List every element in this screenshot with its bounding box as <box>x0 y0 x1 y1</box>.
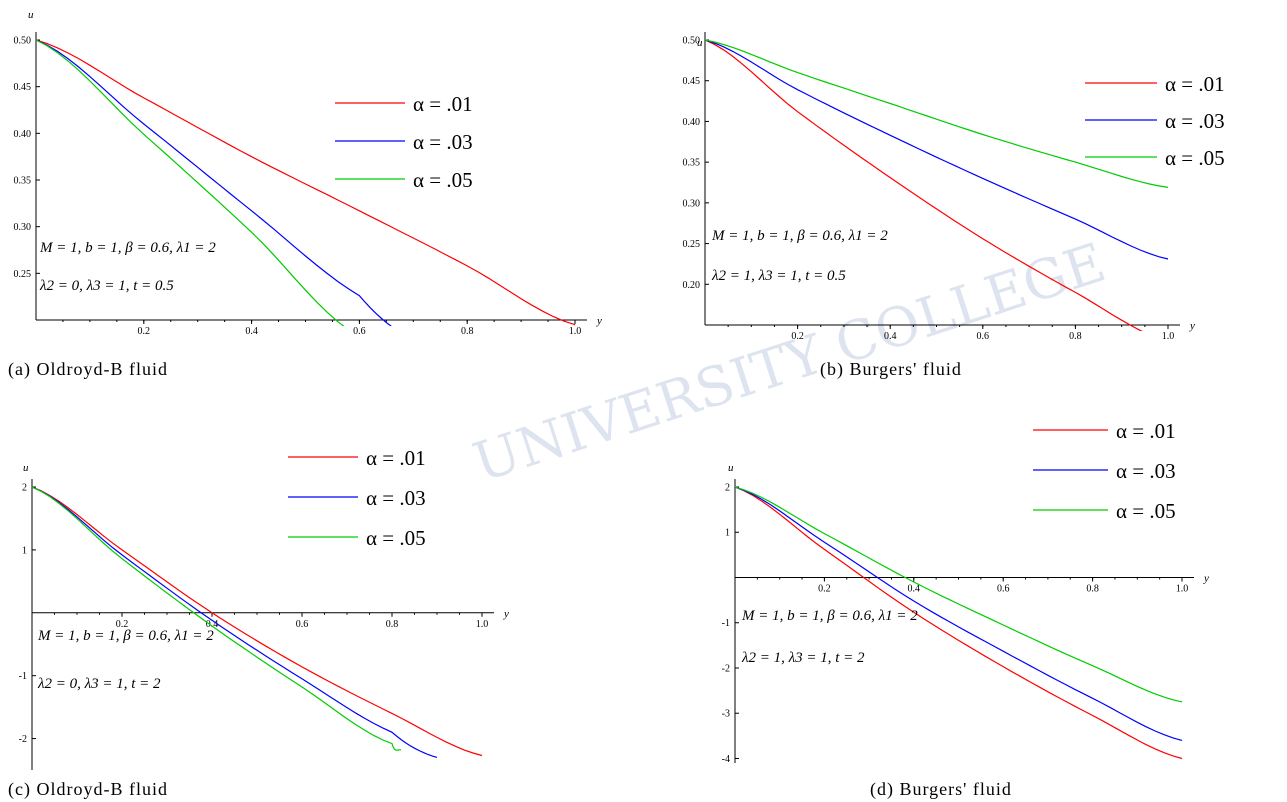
y-axis-label: u <box>23 462 29 474</box>
legend-label: α = .05 <box>1116 499 1176 523</box>
legend-label: α = .03 <box>1116 459 1176 483</box>
series-line-3 <box>705 39 1169 188</box>
x-tick-label: 0.2 <box>791 331 804 342</box>
y-tick-label: 1 <box>725 528 730 539</box>
x-tick-label: 0.8 <box>1086 583 1099 594</box>
y-tick-label: 0.50 <box>14 36 32 47</box>
series-line-1 <box>36 39 576 326</box>
x-tick-label: 0.6 <box>977 331 990 342</box>
series-line-1 <box>735 486 1183 760</box>
parameter-annotation: λ2 = 1, λ3 = 1, t = 2 <box>741 650 865 666</box>
series-line-2 <box>705 39 1169 260</box>
panel-caption: (c) Oldroyd-B fluid <box>8 779 168 800</box>
series-group <box>32 486 483 758</box>
series-line-2 <box>36 39 392 326</box>
x-tick-label: 0.4 <box>206 619 219 630</box>
y-tick-label: 0.30 <box>683 198 701 209</box>
y-tick-label: -2 <box>722 663 730 674</box>
legend-label: α = .01 <box>1165 72 1225 96</box>
y-axis-label: u <box>728 462 734 474</box>
y-tick-label: -3 <box>722 709 730 720</box>
chart-panel-4: 0.2 0.4 0.6 0.8 1.0 2 1 -1 -2 -3 -4 u y α = .01 α = .0… <box>722 419 1209 800</box>
y-tick-label: 0.45 <box>14 82 32 93</box>
panel-caption: (d) Burgers' fluid <box>870 779 1012 800</box>
x-tick-label: 1.0 <box>569 326 582 337</box>
y-tick-label: 0.20 <box>683 280 701 291</box>
x-tick-label: 0.8 <box>461 326 474 337</box>
y-tick-label: 0.50 <box>683 36 701 47</box>
x-tick-label: 0.2 <box>818 583 831 594</box>
x-tick-label: 0.6 <box>997 583 1010 594</box>
parameter-annotation: M = 1, b = 1, β = 0.6, λ1 = 2 <box>39 240 216 256</box>
y-tick-label: 2 <box>22 483 27 494</box>
series-line-1 <box>705 39 1143 331</box>
legend-label: α = .05 <box>413 168 473 192</box>
x-axis-label: y <box>1189 320 1195 332</box>
y-axis-label: u <box>697 37 703 49</box>
chart-panel-3: 0.2 0.4 0.6 0.8 1.0 2 1 -1 -2 u y α = .01 α = .03 α =… <box>8 446 509 800</box>
chart-panel-1: 0.2 0.4 0.6 0.8 1.0 0.50 0.45 0.40 0.35 0.30 0.25 u… <box>8 9 602 380</box>
y-tick-label: -1 <box>722 618 730 629</box>
y-tick-label: 0.35 <box>14 176 32 187</box>
series-line-2 <box>32 486 438 758</box>
x-axis-label: y <box>503 608 509 620</box>
legend-label: α = .01 <box>1116 419 1176 443</box>
parameter-annotation: M = 1, b = 1, β = 0.6, λ1 = 2 <box>711 228 888 244</box>
legend-label: α = .01 <box>366 446 426 470</box>
panel-caption: (a) Oldroyd-B fluid <box>8 359 168 380</box>
x-tick-label: 0.6 <box>296 619 309 630</box>
series-group <box>36 39 576 326</box>
parameter-annotation: λ2 = 0, λ3 = 1, t = 0.5 <box>39 278 174 294</box>
x-axis-label: y <box>1203 572 1209 584</box>
parameter-annotation: M = 1, b = 1, β = 0.6, λ1 = 2 <box>37 628 214 644</box>
y-tick-label: 0.25 <box>14 269 32 280</box>
parameter-annotation: λ2 = 0, λ3 = 1, t = 2 <box>37 676 161 692</box>
legend-label: α = .03 <box>1165 109 1225 133</box>
legend-label: α = .05 <box>1165 146 1225 170</box>
x-tick-label: 0.4 <box>245 326 258 337</box>
series-group <box>705 39 1169 331</box>
x-tick-label: 1.0 <box>476 619 489 630</box>
x-tick-label: 0.6 <box>353 326 366 337</box>
y-tick-label: 1 <box>22 545 27 556</box>
series-line-3 <box>32 486 402 751</box>
chart-panel-2: 0.2 0.4 0.6 0.8 1.0 0.50 0.45 0.40 0.35 0.30 0.25 0… <box>683 32 1225 380</box>
x-tick-label: 0.8 <box>386 619 399 630</box>
x-tick-label: 1.0 <box>1162 331 1175 342</box>
y-tick-label: 0.25 <box>683 239 701 250</box>
x-tick-label: 0.8 <box>1069 331 1082 342</box>
y-axis-label: u <box>28 9 34 21</box>
series-line-3 <box>36 39 345 326</box>
y-tick-label: 2 <box>725 483 730 494</box>
x-tick-label: 0.4 <box>908 583 921 594</box>
legend-label: α = .05 <box>366 526 426 550</box>
series-line-3 <box>735 486 1183 703</box>
series-line-1 <box>32 486 483 757</box>
y-tick-label: -1 <box>19 671 27 682</box>
y-tick-label: -2 <box>19 734 27 745</box>
y-tick-label: 0.35 <box>683 158 701 169</box>
parameter-annotation: M = 1, b = 1, β = 0.6, λ1 = 2 <box>741 608 918 624</box>
legend-label: α = .03 <box>366 486 426 510</box>
x-axis-label: y <box>596 315 602 327</box>
y-tick-label: 0.30 <box>14 222 32 233</box>
x-tick-label: 0.2 <box>116 619 129 630</box>
parameter-annotation: λ2 = 1, λ3 = 1, t = 0.5 <box>711 268 846 284</box>
y-tick-label: 0.40 <box>683 117 701 128</box>
legend-label: α = .01 <box>413 92 473 116</box>
y-tick-label: -4 <box>722 754 730 765</box>
x-tick-label: 1.0 <box>1176 583 1189 594</box>
x-tick-label: 0.4 <box>884 331 897 342</box>
series-group <box>735 486 1183 760</box>
legend-label: α = .03 <box>413 130 473 154</box>
y-tick-label: 0.45 <box>683 76 701 87</box>
y-tick-label: 0.40 <box>14 129 32 140</box>
series-line-2 <box>735 486 1183 741</box>
panel-caption: (b) Burgers' fluid <box>820 359 962 380</box>
x-tick-label: 0.2 <box>138 326 151 337</box>
